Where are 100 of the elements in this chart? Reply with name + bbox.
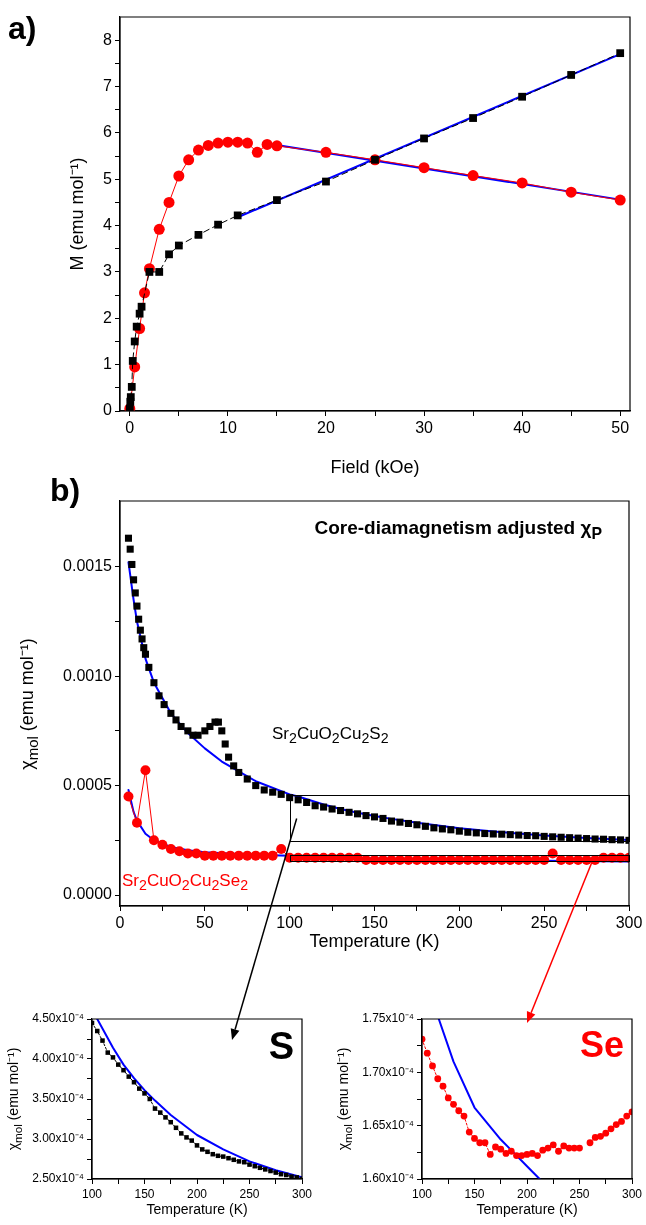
point — [165, 844, 176, 855]
point — [212, 137, 224, 149]
chart-title: a) — [8, 10, 37, 46]
x-tick-label: 150 — [361, 914, 388, 932]
x-tick-label: 100 — [81, 1186, 103, 1201]
point — [320, 146, 332, 158]
point — [152, 1106, 158, 1111]
y-tick-label: 7 — [103, 76, 113, 94]
point — [460, 1112, 468, 1120]
x-tick-label: 300 — [615, 914, 643, 932]
point — [136, 1086, 142, 1091]
point — [199, 850, 210, 861]
point — [241, 1159, 247, 1165]
point — [549, 1141, 557, 1149]
point — [516, 177, 528, 189]
point — [202, 139, 214, 151]
point — [539, 1146, 547, 1154]
x-tick-label: 0 — [115, 914, 125, 932]
point — [250, 850, 261, 861]
x-tick-label: 50 — [611, 419, 630, 437]
point — [174, 846, 185, 857]
y-tick-label: 1.60x10⁻⁴ — [362, 1171, 414, 1186]
point — [145, 268, 154, 276]
y-tick-label: 1.65x10⁻⁴ — [362, 1117, 414, 1132]
y-tick-label: 1.75x10⁻⁴ — [362, 1011, 414, 1026]
series-label: Sr$_{2}$CuO$_{2}$Cu$_{2}$Se$_{2}$ — [122, 871, 248, 894]
point — [616, 49, 625, 58]
point — [273, 1170, 279, 1175]
text: Core-diamagnetism adjusted χ$_{P}$ — [314, 517, 602, 542]
x-tick-label: 200 — [186, 1186, 208, 1201]
point — [137, 302, 146, 311]
point — [231, 1157, 237, 1163]
point — [191, 848, 202, 859]
x-tick-label: 10 — [218, 419, 237, 437]
point — [165, 250, 173, 259]
point — [214, 220, 222, 229]
point — [507, 1147, 515, 1155]
point — [518, 92, 526, 101]
point — [94, 1028, 100, 1034]
point — [534, 1152, 541, 1159]
point — [140, 765, 151, 776]
point — [555, 1147, 562, 1155]
point — [481, 1139, 489, 1147]
y-tick-label: 6 — [103, 123, 113, 141]
text: Sr$_{2}$CuO$_{2}$Cu$_{2}$S$_{2}$ — [272, 724, 389, 747]
x-tick-label: 150 — [134, 1186, 155, 1201]
point — [189, 1138, 195, 1143]
point — [322, 177, 330, 186]
y-axis-title: M (emu mol⁻¹) — [67, 157, 87, 271]
point — [247, 1162, 252, 1167]
y-tick-label: 4.50x10⁻⁴ — [32, 1011, 84, 1026]
point — [210, 1151, 216, 1157]
point — [602, 1129, 610, 1137]
point — [618, 1118, 625, 1125]
x-tick-label: 20 — [317, 419, 335, 437]
y-tick-label: 3.00x10⁻⁴ — [32, 1131, 84, 1146]
point — [220, 1154, 226, 1159]
point — [283, 1172, 289, 1178]
point — [184, 1135, 189, 1140]
point — [147, 1096, 153, 1102]
chart-title: b) — [50, 472, 81, 508]
x-tick-label: 0 — [125, 419, 135, 437]
point — [148, 835, 159, 846]
point — [586, 1139, 594, 1147]
y-tick-label: 0.0005 — [63, 776, 113, 793]
x-tick-label: 150 — [464, 1186, 485, 1201]
point — [173, 170, 185, 182]
point — [261, 138, 273, 150]
x-tick-label: 100 — [276, 914, 304, 932]
point — [142, 1091, 147, 1096]
point — [420, 134, 428, 143]
point — [429, 1062, 436, 1070]
y-tick-label: 8 — [103, 30, 113, 48]
point — [418, 162, 430, 174]
y-tick-label: 4 — [103, 215, 113, 233]
point — [259, 850, 270, 861]
point — [469, 114, 477, 122]
point — [267, 850, 278, 861]
point — [276, 844, 287, 855]
y-tick-label: 2 — [103, 308, 113, 326]
y-tick-label: 0 — [103, 401, 113, 419]
point — [450, 1100, 457, 1108]
point — [518, 1152, 526, 1159]
point — [268, 1168, 273, 1174]
point — [132, 322, 141, 331]
point — [614, 194, 626, 206]
point — [423, 1049, 431, 1057]
point — [226, 1155, 231, 1161]
point — [123, 791, 134, 802]
point — [242, 137, 253, 149]
point — [476, 1139, 484, 1147]
point — [128, 357, 137, 365]
point — [567, 71, 576, 79]
point — [439, 1082, 447, 1090]
point — [222, 136, 234, 148]
point — [105, 1050, 111, 1055]
point — [607, 1125, 615, 1133]
x-tick-label: 200 — [445, 914, 473, 932]
x-axis-title: Temperature (K) — [476, 1201, 578, 1217]
x-tick-label: 50 — [195, 914, 214, 932]
